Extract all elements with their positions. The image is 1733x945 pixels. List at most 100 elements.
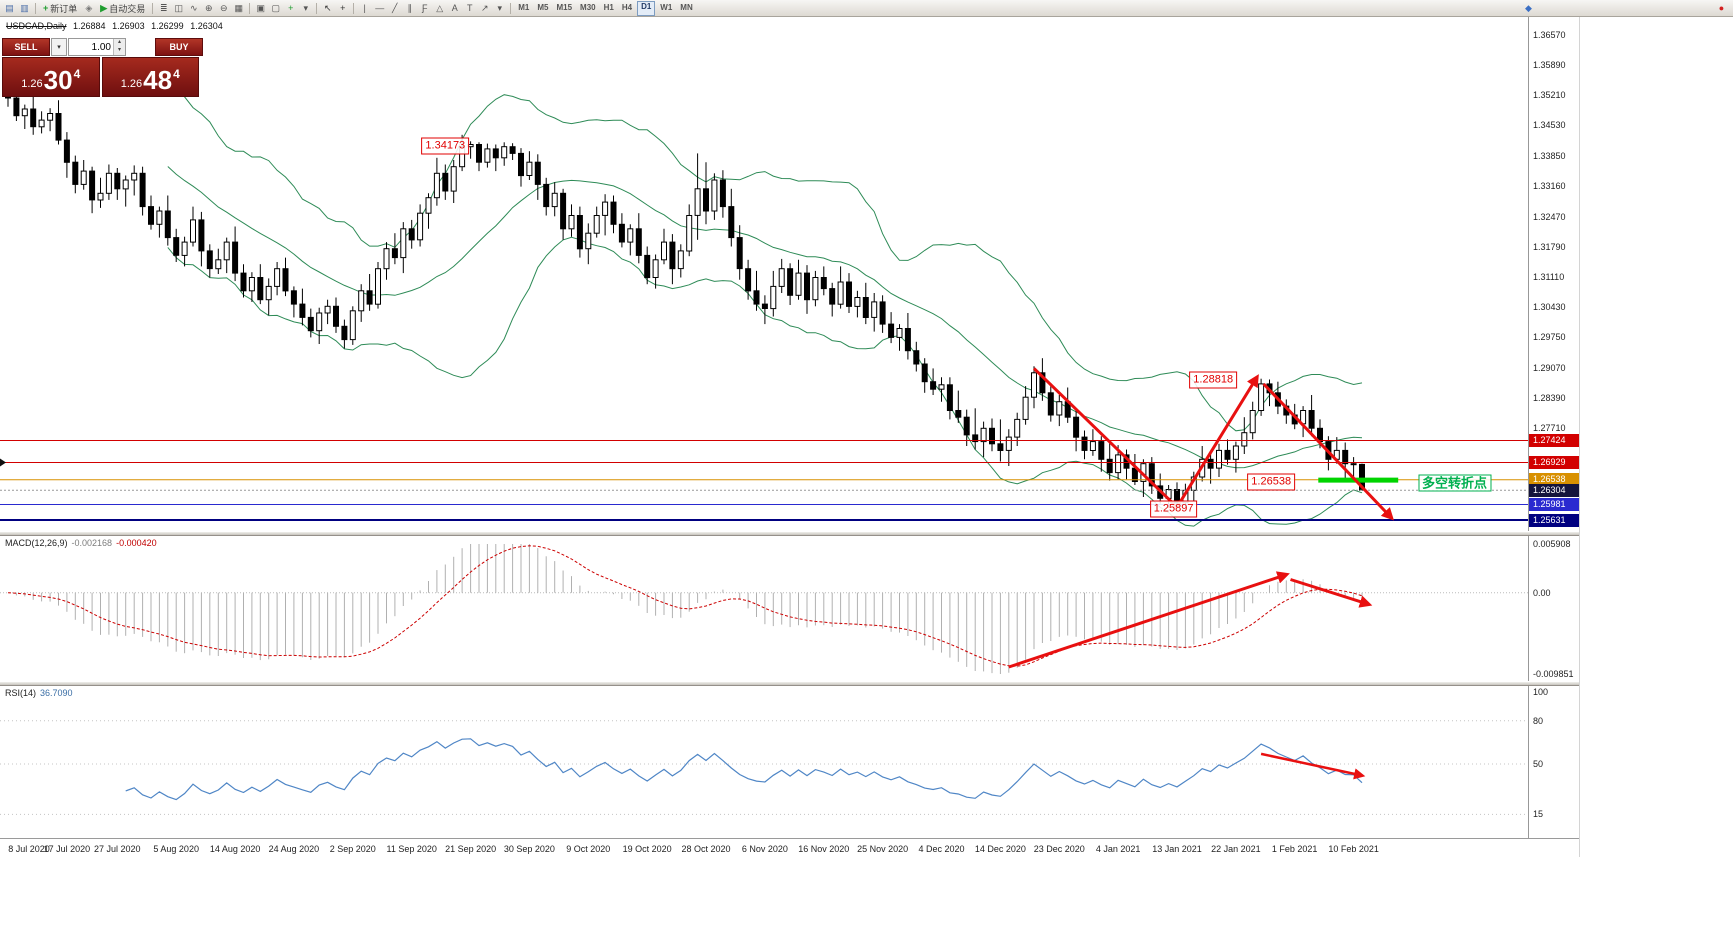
sell-price-prefix: 1.26 (21, 78, 43, 90)
price-tag: 1.26304 (1529, 483, 1579, 497)
channel-icon[interactable]: ∥ (407, 3, 412, 13)
objects-dropdown-icon[interactable]: ▾ (497, 3, 502, 13)
rsi-value: 36.7090 (40, 688, 73, 698)
horizontal-line-icon[interactable]: ― (375, 3, 385, 13)
date-label: 2 Sep 2020 (329, 844, 376, 854)
chart-annotation[interactable]: 1.28818 (1189, 371, 1238, 389)
timeframe-button-M5[interactable]: M5 (537, 2, 549, 12)
crosshair-icon[interactable]: + (340, 3, 346, 13)
macd-name: MACD(12,26,9) (5, 538, 68, 548)
timeframe-button-D1[interactable]: D1 (637, 0, 656, 16)
line-chart-mode-icon[interactable]: ∿ (189, 3, 198, 13)
date-label: 23 Dec 2020 (1033, 844, 1085, 854)
chart-annotation[interactable]: 1.26538 (1247, 473, 1296, 491)
fibonacci-icon[interactable]: Ƒ (421, 3, 428, 13)
timeframe-button-W1[interactable]: W1 (660, 2, 673, 12)
price-axis-label: 1.35890 (1533, 60, 1566, 71)
chart-annotation[interactable]: 1.34173 (421, 137, 470, 155)
chart-annotation[interactable]: 多空转折点 (1417, 474, 1492, 492)
price-chart[interactable] (0, 16, 1528, 531)
arrows-tool-icon[interactable]: ↗ (480, 3, 489, 13)
price-tag: 1.26929 (1529, 456, 1579, 469)
buy-price-pip: 4 (173, 67, 180, 81)
new-order-button[interactable]: + 新订单 (39, 1, 81, 15)
timeframe-button-M15[interactable]: M15 (556, 2, 573, 12)
indicators-icon[interactable]: + (288, 3, 294, 13)
chevron-down-icon: ▾ (57, 44, 61, 51)
new-chart-icon[interactable]: ▤ (5, 3, 14, 13)
toolbar-separator (249, 2, 251, 14)
sell-button[interactable]: SELL (2, 38, 50, 56)
macd-panel: 0.005908 0.00 -0.009851 MACD(12,26,9) -0.00… (0, 536, 1579, 681)
timeframe-button-M1[interactable]: M1 (518, 2, 530, 12)
trend-arrows[interactable] (1032, 367, 1395, 521)
left-price-marker (0, 458, 6, 467)
timeframe-button-H4[interactable]: H4 (621, 2, 633, 12)
price-axis-label: 1.28390 (1533, 392, 1566, 403)
chart-symbol-label: USDCAD,Daily (6, 21, 67, 31)
vertical-line-icon[interactable]: | (363, 3, 366, 13)
price-axis: 1.36570 1.35890 1.35210 1.34530 1.33850 1.331… (1528, 16, 1579, 531)
cursor-icon[interactable]: ↖ (323, 3, 332, 13)
sell-price-button[interactable]: 1.26 30 4 (2, 57, 100, 97)
timeframe-button-M30[interactable]: M30 (580, 2, 596, 12)
autotrading-button[interactable]: ▶ 自动交易 (96, 1, 149, 15)
chart-high-value: 1.26903 (112, 21, 145, 31)
timeframe-button-MN[interactable]: MN (680, 2, 693, 12)
order-type-dropdown[interactable]: ▾ (51, 38, 67, 56)
notifications-icon[interactable]: ● (1718, 3, 1725, 13)
candlestick-mode-icon[interactable]: ◫ (174, 3, 183, 13)
macd-axis: 0.005908 0.00 -0.009851 (1528, 536, 1579, 681)
rsi-trend-arrow[interactable] (1260, 752, 1366, 780)
buy-button[interactable]: BUY (155, 38, 203, 56)
date-label: 14 Aug 2020 (209, 844, 261, 854)
price-axis-label: 1.35210 (1533, 90, 1566, 101)
indicators-dropdown-icon[interactable]: ▾ (303, 3, 308, 13)
community-icon[interactable]: ◆ (1525, 3, 1532, 13)
macd-chart[interactable] (0, 536, 1528, 681)
shapes-icon[interactable]: △ (436, 3, 444, 13)
price-axis-label: 1.36570 (1533, 30, 1566, 40)
expert-advisors-icon[interactable]: ◈ (85, 3, 93, 13)
date-label: 30 Sep 2020 (503, 844, 555, 854)
label-icon[interactable]: T (466, 3, 473, 13)
price-axis-label: 1.33160 (1533, 181, 1566, 192)
macd-axis-label: -0.009851 (1533, 669, 1574, 679)
panel-divider[interactable] (0, 531, 1579, 536)
cascade-windows-icon[interactable]: ▢ (271, 3, 280, 13)
chart-profiles-icon[interactable]: ▥ (20, 3, 29, 13)
rsi-line (125, 738, 1363, 801)
rsi-chart[interactable] (0, 686, 1528, 838)
panel-divider[interactable] (0, 681, 1579, 686)
date-label: 4 Jan 2021 (1095, 844, 1141, 854)
rsi-panel: 100 80 50 15 RSI(14) 36.7090 (0, 686, 1579, 838)
timeframe-button-H1[interactable]: H1 (603, 2, 614, 12)
toolbar-separator (152, 2, 154, 14)
chart-annotation[interactable]: 1.25897 (1149, 500, 1198, 518)
trendline-icon[interactable]: ╱ (392, 3, 398, 13)
date-axis-border (0, 838, 1579, 839)
toolbar-separator (510, 2, 512, 14)
price-tag: 1.25631 (1529, 513, 1579, 527)
toolbar-separator (353, 2, 355, 14)
grid-icon[interactable]: ▦ (234, 3, 243, 13)
volume-input[interactable] (69, 39, 113, 55)
volume-down-button[interactable]: ▾ (114, 47, 125, 55)
zoom-in-icon[interactable]: ⊕ (204, 3, 213, 13)
bar-chart-mode-icon[interactable]: ≣ (159, 3, 168, 13)
horizontal-price-lines[interactable] (0, 440, 1528, 521)
date-label: 19 Oct 2020 (622, 844, 672, 854)
buy-price-button[interactable]: 1.26 48 4 (101, 57, 199, 97)
volume-up-button[interactable]: ▴ (114, 39, 125, 47)
rsi-axis-label: 100 (1533, 687, 1549, 697)
tile-windows-icon[interactable]: ▣ (256, 3, 265, 13)
date-axis: 8 Jul 2020 17 Jul 2020 27 Jul 2020 5 Aug 20… (0, 839, 1579, 861)
price-axis-label: 1.34530 (1533, 120, 1566, 131)
macd-signal-line (7, 545, 1363, 667)
zoom-out-icon[interactable]: ⊖ (219, 3, 228, 13)
date-label: 6 Nov 2020 (741, 844, 788, 854)
text-icon[interactable]: A (451, 3, 458, 13)
rsi-axis: 100 80 50 15 (1528, 686, 1579, 838)
macd-trend-arrows[interactable] (1008, 571, 1373, 669)
